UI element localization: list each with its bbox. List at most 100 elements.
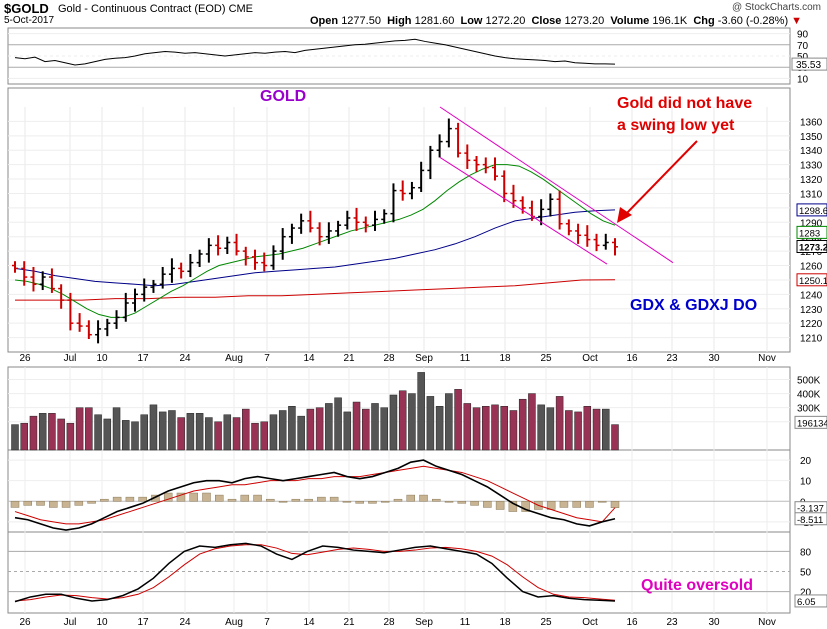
open-value: 1277.50 — [341, 15, 381, 27]
price-tag-box — [796, 225, 827, 239]
macd-histogram-bar — [380, 501, 390, 503]
swing-note-line-2: a swing low yet — [617, 117, 735, 134]
x-tick-label: 17 — [137, 617, 149, 628]
price-y-label: 1320 — [800, 175, 823, 186]
x-tick-label: 28 — [383, 353, 395, 364]
macd-signal-line — [14, 465, 616, 525]
volume-bar — [205, 417, 213, 451]
volume-bar — [288, 406, 296, 451]
gold-annotation: GOLD — [260, 88, 306, 105]
x-tick-label: 11 — [460, 353, 471, 364]
volume-bar — [242, 408, 250, 451]
macd-histogram-bar — [610, 501, 620, 508]
macd-histogram-bar — [572, 501, 581, 508]
x-tick-label: 26 — [19, 353, 31, 364]
macd-panel: 20100-10-3.137-8.511 — [8, 456, 827, 531]
brand-label: @ StockCharts.com — [731, 2, 821, 13]
volume-bar — [131, 421, 139, 451]
sma50-line — [14, 209, 616, 287]
volume-bar — [103, 418, 112, 451]
chart-date: 5-Oct-2017 — [4, 15, 55, 26]
price-tag-label: 1273.2 — [799, 243, 827, 254]
volume-bar — [158, 411, 167, 451]
volume-bar — [509, 410, 518, 451]
macd-y-label: 10 — [800, 477, 812, 488]
volume-bar — [269, 414, 278, 451]
price-y-label: 1350 — [800, 132, 823, 143]
macd-histogram-bar — [253, 494, 262, 502]
volume-bar — [574, 411, 582, 451]
annotations: GOLD Gold did not have a swing low yet GDX … — [260, 88, 757, 594]
macd-histogram-bar — [495, 501, 505, 510]
macd-histogram-bar — [432, 498, 441, 502]
exchange-label: CME — [228, 3, 254, 15]
price-y-label: 1330 — [800, 161, 823, 172]
gdx-annotation: GDX & GDXJ DO — [630, 297, 757, 314]
volume-bar — [75, 407, 84, 451]
volume-bar — [482, 406, 490, 451]
macd-histogram-bar — [291, 498, 301, 502]
symbol-label: $GOLD — [4, 1, 49, 16]
volume-bar — [334, 397, 342, 451]
macd-histogram-bar — [266, 498, 275, 502]
price-y-label: 1220 — [800, 319, 823, 330]
stochastic-y-label: 50 — [800, 568, 812, 579]
x-tick-label: 7 — [264, 353, 270, 364]
macd-histogram-bar — [483, 501, 492, 508]
volume-label: Volume — [610, 15, 650, 27]
x-tick-label: Jul — [64, 617, 77, 628]
volume-bar — [408, 393, 416, 451]
x-tick-label: 23 — [666, 353, 678, 364]
macd-histogram-bar — [304, 498, 313, 502]
chg-value: -3.60 (-0.28%) — [717, 15, 789, 27]
oversold-annotation: Quite oversold — [641, 577, 753, 594]
volume-bar — [168, 410, 176, 451]
volume-bar — [426, 396, 435, 451]
macd-histogram-bar — [176, 492, 186, 502]
macd-value-tag — [794, 512, 827, 526]
high-label: High — [387, 15, 412, 27]
macd-histogram-bar — [215, 494, 224, 502]
x-tick-label: 14 — [303, 353, 315, 364]
high-value: 1281.60 — [414, 15, 455, 27]
volume-bar — [500, 406, 508, 451]
volume-bar — [592, 408, 601, 451]
x-tick-label: 17 — [137, 353, 149, 364]
volume-panel: 500K400K300K200K196134 — [8, 372, 827, 451]
rsi-y-label: 10 — [797, 74, 809, 85]
volume-bar — [491, 404, 499, 451]
volume-value-label: 196134 — [797, 418, 827, 429]
macd-histogram-bar — [240, 494, 250, 502]
volume-bar — [555, 396, 564, 451]
x-tick-label: 21 — [343, 617, 355, 628]
macd-histogram-bar — [368, 501, 377, 504]
volume-bar — [149, 404, 158, 451]
volume-bar — [454, 389, 462, 451]
x-tick-label: 16 — [626, 353, 638, 364]
price-tag-label: 1298.6 — [799, 206, 827, 217]
volume-bar — [260, 421, 268, 451]
macd-value-label: -8.511 — [797, 515, 823, 526]
stochastic-y-label: 80 — [800, 547, 812, 558]
volume-y-label: 500K — [797, 375, 821, 386]
macd-histogram-bar — [36, 501, 45, 506]
volume-bar — [352, 401, 361, 451]
volume-value-tag — [794, 415, 827, 429]
x-tick-label: Nov — [758, 353, 776, 364]
macd-histogram-bar — [202, 492, 211, 502]
macd-histogram-bar — [61, 501, 71, 508]
price-y-label: 1260 — [800, 262, 823, 273]
volume-bar — [518, 398, 527, 451]
price-y-label: 1230 — [800, 305, 823, 316]
x-tick-label: 26 — [19, 617, 31, 628]
sma200-line — [15, 279, 616, 301]
x-tick-label: Aug — [225, 353, 243, 364]
x-tick-label: Sep — [415, 353, 433, 364]
stochastic-value-label: 6.05 — [797, 597, 816, 608]
x-tick-label: 11 — [460, 617, 471, 628]
volume-bar — [325, 403, 333, 451]
x-tick-label: 30 — [708, 353, 720, 364]
volume-bar — [66, 422, 75, 451]
